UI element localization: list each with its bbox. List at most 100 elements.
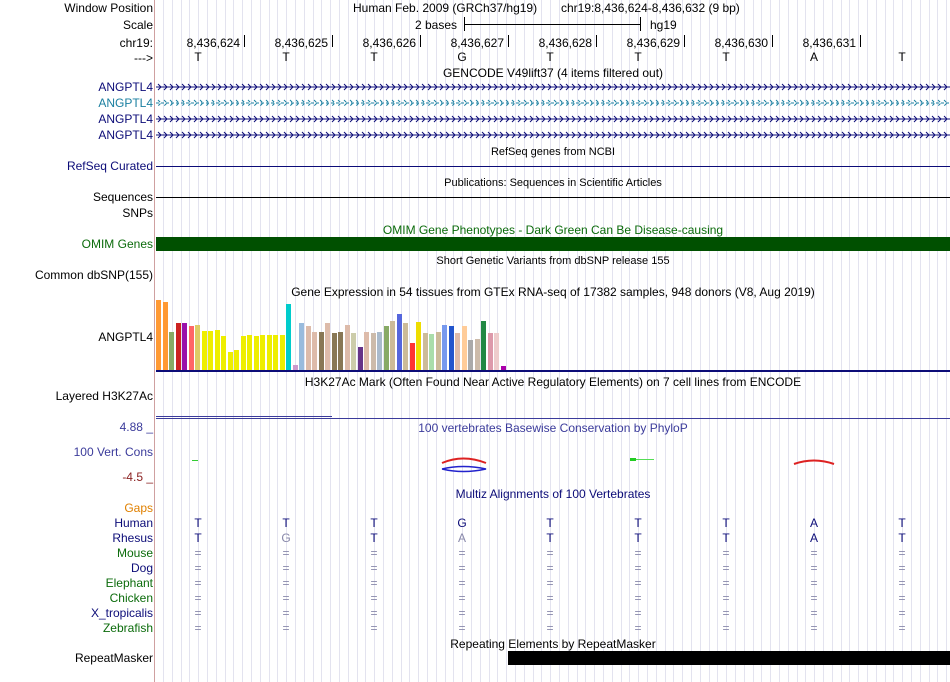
gtex-tissue-bar[interactable] [351, 333, 356, 370]
gtex-tissue-bar[interactable] [195, 325, 200, 370]
repeatmasker-track-title[interactable]: Repeating Elements by RepeatMasker [450, 637, 656, 651]
gtex-tissue-bar[interactable] [214, 330, 220, 370]
gencode-transcript-line[interactable] [156, 80, 950, 94]
gtex-tissue-bar[interactable] [247, 335, 252, 370]
gtex-tissue-bar[interactable] [208, 331, 213, 370]
gencode-item-label[interactable]: ANGPTL4 [98, 80, 153, 94]
gtex-track-title[interactable]: Gene Expression in 54 tissues from GTEx … [291, 285, 815, 299]
gtex-tissue-bar[interactable] [442, 325, 447, 370]
gtex-tissue-bar[interactable] [370, 333, 376, 370]
species-label[interactable]: Zebrafish [102, 621, 153, 635]
gencode-track-title[interactable]: GENCODE V49lift37 (4 items filtered out) [442, 66, 664, 80]
h3k27ac-track-title[interactable]: H3K27Ac Mark (Often Found Near Active Re… [304, 375, 802, 389]
gtex-tissue-bar[interactable] [344, 325, 350, 370]
species-label[interactable]: Rhesus [112, 531, 153, 545]
gtex-tissue-bar[interactable] [390, 321, 395, 370]
gtex-tissue-bar[interactable] [481, 321, 486, 370]
gtex-tissue-bar[interactable] [162, 302, 168, 370]
gtex-tissue-bar[interactable] [448, 326, 454, 370]
gencode-item-label[interactable]: ANGPTL4 [98, 112, 153, 126]
alignment-base: = [810, 576, 818, 590]
species-label[interactable]: Human [114, 516, 153, 530]
gtex-tissue-bar[interactable] [468, 340, 473, 370]
gtex-tissue-bar[interactable] [201, 331, 207, 370]
gtex-tissue-bar[interactable] [383, 326, 389, 370]
gtex-tissue-bar[interactable] [240, 336, 246, 370]
gtex-tissue-bar[interactable] [188, 326, 194, 370]
gtex-tissue-bar[interactable] [227, 352, 233, 370]
gtex-tissue-bar[interactable] [292, 365, 298, 370]
omim-feature-bar[interactable] [156, 237, 950, 251]
species-label[interactable]: Elephant [105, 576, 153, 590]
gtex-tissue-bar[interactable] [286, 304, 291, 370]
gtex-tissue-bar[interactable] [169, 332, 174, 370]
gtex-tissue-bar[interactable] [260, 335, 265, 370]
gtex-tissue-bar[interactable] [377, 332, 382, 370]
gtex-tissue-bar[interactable] [461, 326, 467, 370]
gtex-tissue-bar[interactable] [487, 333, 493, 370]
gencode-transcript-line[interactable] [156, 96, 950, 110]
gtex-tissue-bar[interactable] [305, 326, 311, 370]
gtex-tissue-bar[interactable] [253, 336, 259, 370]
gtex-tissue-bar[interactable] [494, 333, 499, 370]
omim-label[interactable]: OMIM Genes [81, 237, 153, 251]
gtex-tissue-bar[interactable] [234, 350, 239, 370]
gtex-tissue-bar[interactable] [422, 333, 428, 370]
alignment-base: = [370, 591, 378, 605]
gencode-item-label[interactable]: ANGPTL4 [98, 96, 153, 110]
gtex-tissue-bar[interactable] [403, 323, 408, 370]
alignment-base: T [898, 531, 906, 545]
gtex-tissue-bar[interactable] [175, 323, 181, 370]
gencode-transcript-line[interactable] [156, 112, 950, 126]
phylop-label[interactable]: 100 Vert. Cons [73, 445, 153, 459]
species-label[interactable]: Dog [130, 561, 153, 575]
gtex-tissue-bar[interactable] [409, 343, 415, 370]
multiz-track-title[interactable]: Multiz Alignments of 100 Vertebrates [455, 487, 651, 501]
dbsnp-track-title[interactable]: Short Genetic Variants from dbSNP releas… [436, 255, 670, 267]
gtex-tissue-bar[interactable] [325, 323, 330, 370]
gtex-tissue-bar[interactable] [312, 332, 317, 370]
h3k27ac-label[interactable]: Layered H3K27Ac [55, 389, 153, 403]
refseq-label[interactable]: RefSeq Curated [66, 159, 153, 173]
omim-track-title[interactable]: OMIM Gene Phenotypes - Dark Green Can Be… [382, 223, 724, 237]
gtex-tissue-bar[interactable] [331, 333, 337, 370]
gtex-tissue-bar[interactable] [318, 332, 324, 370]
publications-track-title[interactable]: Publications: Sequences in Scientific Ar… [444, 177, 662, 189]
gtex-tissue-bar[interactable] [500, 366, 506, 370]
gtex-tissue-bar[interactable] [266, 335, 272, 370]
refseq-track-title[interactable]: RefSeq genes from NCBI [490, 146, 616, 158]
gtex-tissue-bar[interactable] [474, 339, 480, 370]
gtex-tissue-bar[interactable] [435, 332, 441, 370]
species-label[interactable]: Mouse [116, 546, 153, 560]
gtex-tissue-bar[interactable] [416, 322, 421, 370]
phylop-track-title[interactable]: 100 vertebrates Basewise Conservation by… [418, 421, 688, 435]
gtex-tissue-bar[interactable] [273, 335, 278, 370]
coordinate-label: 8,436,624 [186, 36, 240, 50]
gtex-tissue-bar[interactable] [455, 333, 460, 370]
gtex-tissue-bar[interactable] [429, 334, 434, 370]
gtex-tissue-bar[interactable] [364, 332, 369, 370]
gencode-item-label[interactable]: ANGPTL4 [98, 128, 153, 142]
gaps-label[interactable]: Gaps [124, 501, 153, 515]
guide-line [629, 0, 630, 682]
gtex-tissue-bar[interactable] [156, 300, 161, 370]
gtex-tissue-bar[interactable] [279, 335, 285, 370]
gtex-tissue-bar[interactable] [299, 323, 304, 370]
gencode-transcript-line[interactable] [156, 128, 950, 142]
guide-line [612, 0, 613, 682]
repeatmasker-label[interactable]: RepeatMasker [74, 651, 153, 665]
repeatmasker-feature[interactable] [508, 651, 950, 665]
phylop-min-label: -4.5 _ [122, 470, 153, 484]
publications-label[interactable]: Sequences [92, 190, 153, 204]
gtex-tissue-bar[interactable] [357, 347, 363, 370]
gtex-tissue-bar[interactable] [338, 332, 343, 370]
species-label[interactable]: X_tropicalis [90, 606, 153, 620]
gtex-tissue-bar[interactable] [221, 336, 226, 370]
gtex-tissue-bar[interactable] [396, 314, 402, 370]
species-label[interactable]: Chicken [109, 591, 153, 605]
dbsnp-label[interactable]: Common dbSNP(155) [34, 268, 153, 282]
gtex-tissue-bar[interactable] [182, 323, 187, 370]
snps-label[interactable]: SNPs [122, 206, 153, 220]
gtex-label[interactable]: ANGPTL4 [98, 330, 153, 344]
